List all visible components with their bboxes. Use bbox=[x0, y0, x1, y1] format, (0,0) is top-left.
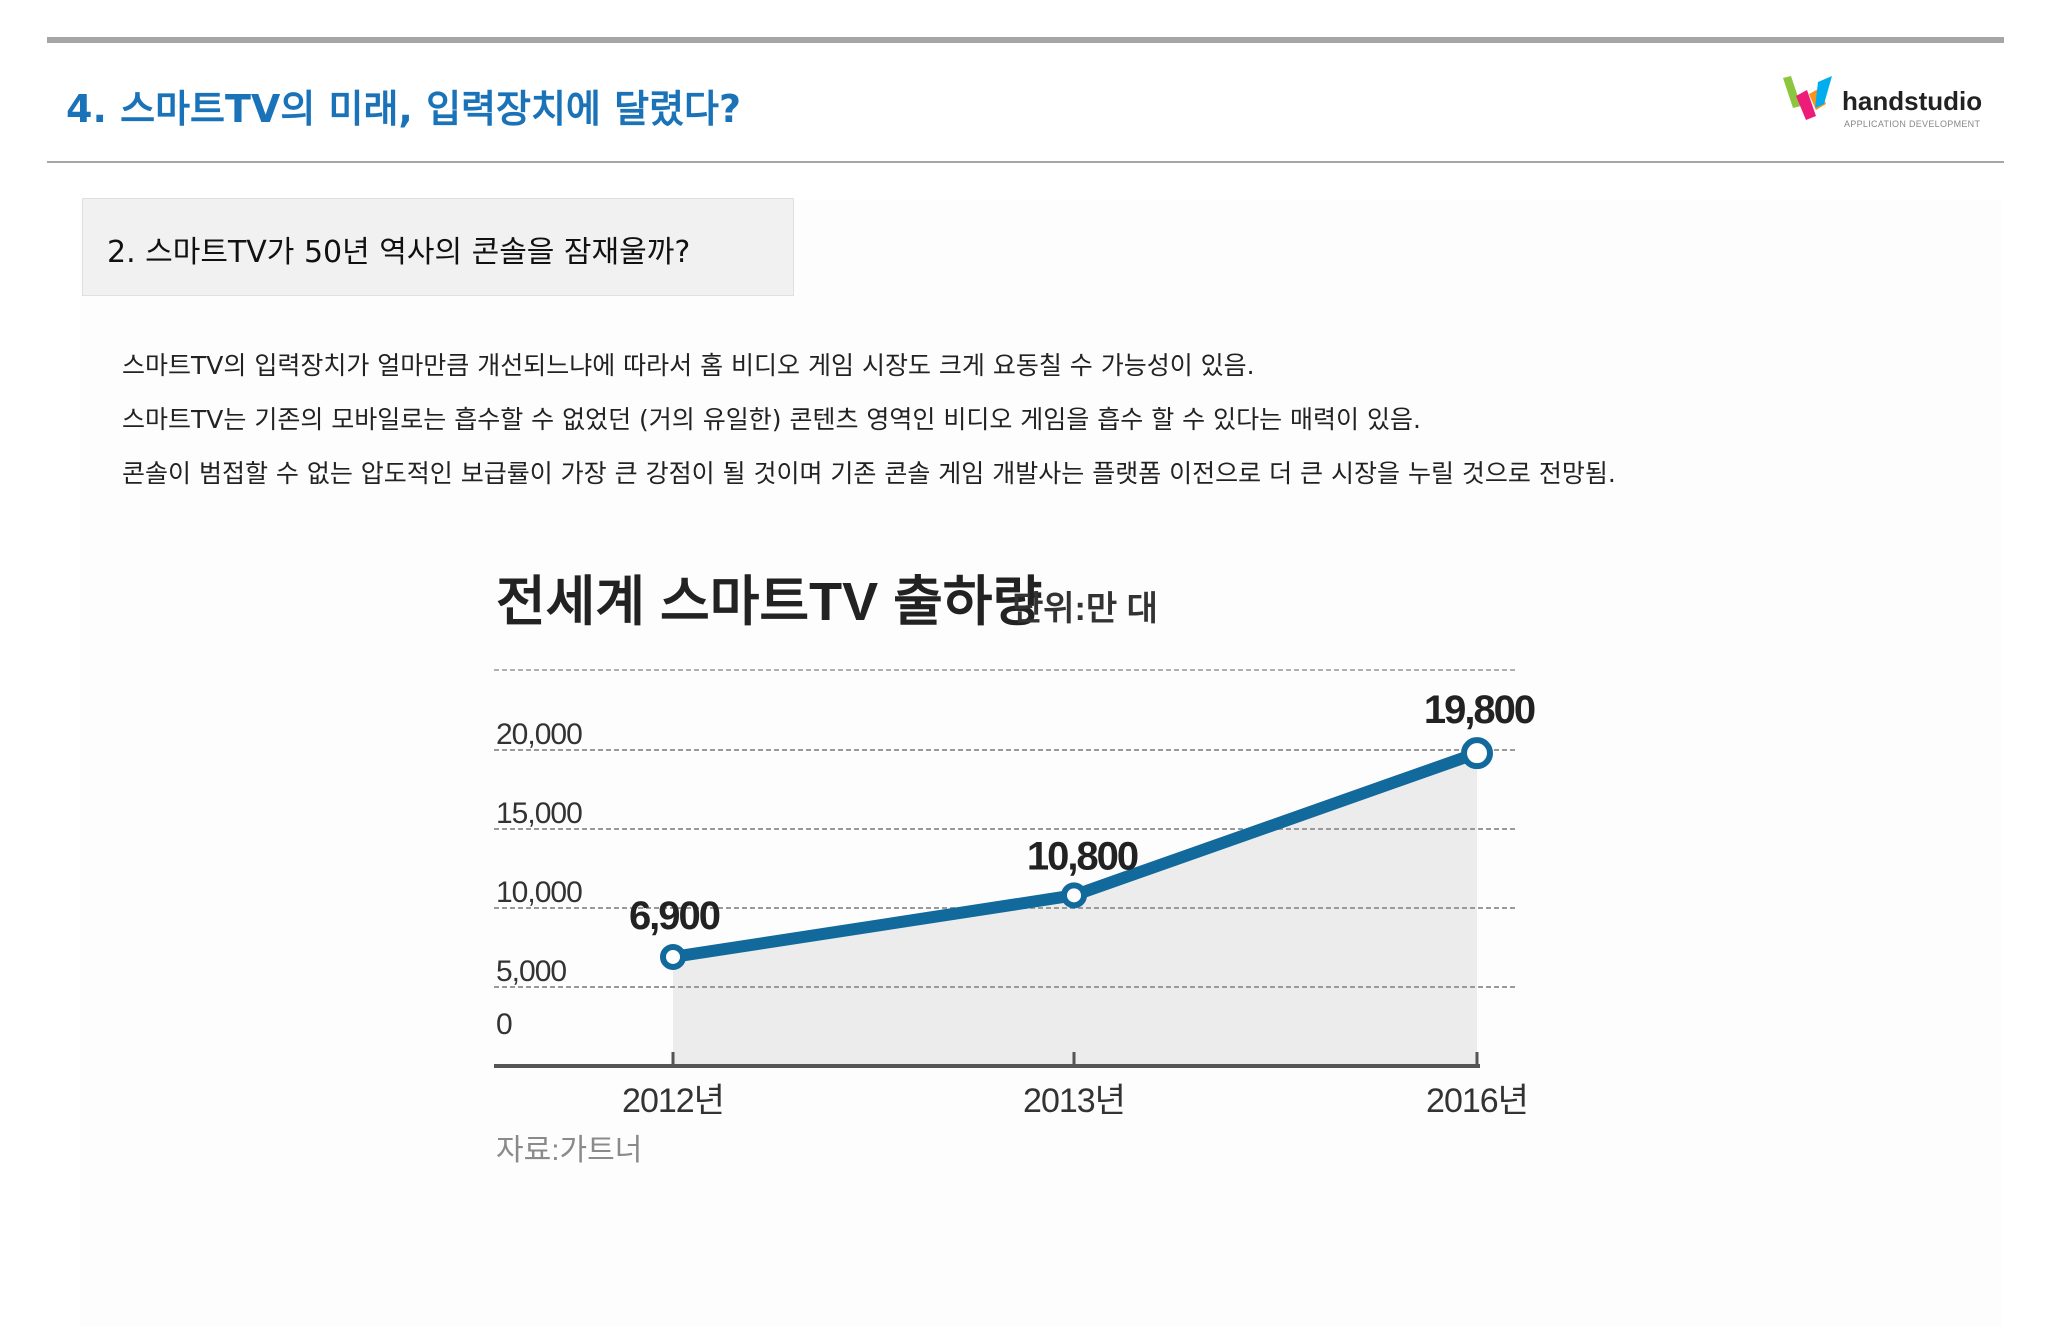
x-tick-label: 2016년 bbox=[1426, 1082, 1528, 1120]
section-heading-box: 2. 스마트TV가 50년 역사의 콘솔을 잠재울까? bbox=[82, 198, 794, 296]
y-tick-label: 5,000 bbox=[496, 955, 566, 988]
top-rule bbox=[47, 37, 2004, 43]
handstudio-logo: handstudio APPLICATION DEVELOPMENT bbox=[1782, 74, 2002, 132]
section-title: 2. 스마트TV가 50년 역사의 콘솔을 잠재울까? bbox=[107, 235, 691, 270]
content-area bbox=[80, 200, 2002, 1326]
body-line-1: 스마트TV의 입력장치가 얼마만큼 개선되느냐에 따라서 홈 비디오 게임 시장… bbox=[122, 351, 1255, 380]
data-point-marker bbox=[1061, 882, 1087, 909]
body-line-2: 스마트TV는 기존의 모바일로는 흡수할 수 없었던 (거의 유일한) 콘텐츠 … bbox=[122, 405, 1421, 434]
x-tick-label: 2013년 bbox=[1023, 1082, 1125, 1120]
logo-name: handstudio bbox=[1842, 86, 1983, 116]
y-tick-label: 10,000 bbox=[496, 876, 582, 909]
data-label: 6,900 bbox=[629, 894, 720, 938]
chart-unit-label: 단위:만 대 bbox=[1012, 590, 1158, 628]
data-point-marker bbox=[660, 943, 686, 970]
chart-title: 전세계 스마트TV 출하량 bbox=[496, 572, 1042, 632]
y-tick-label: 15,000 bbox=[496, 797, 582, 830]
logo-mark-icon bbox=[1783, 76, 1832, 120]
y-tick-label: 20,000 bbox=[496, 718, 582, 751]
shipments-chart: 전세계 스마트TV 출하량 단위:만 대 0 5,000 10,000 15,000 2… bbox=[494, 572, 1537, 1167]
body-line-3: 콘솔이 범접할 수 없는 압도적인 보급률이 가장 큰 강점이 될 것이며 기존… bbox=[122, 459, 1616, 488]
logo-tagline: APPLICATION DEVELOPMENT bbox=[1844, 119, 1981, 129]
data-label: 19,800 bbox=[1424, 688, 1535, 732]
y-tick-label: 0 bbox=[496, 1008, 512, 1041]
data-label: 10,800 bbox=[1027, 834, 1138, 878]
page-title: 4. 스마트TV의 미래, 입력장치에 달렸다? bbox=[66, 87, 742, 131]
x-tick-label: 2012년 bbox=[622, 1082, 724, 1120]
chart-source: 자료:가트너 bbox=[496, 1134, 642, 1167]
header-divider bbox=[47, 161, 2004, 163]
data-point-marker bbox=[1461, 737, 1493, 770]
